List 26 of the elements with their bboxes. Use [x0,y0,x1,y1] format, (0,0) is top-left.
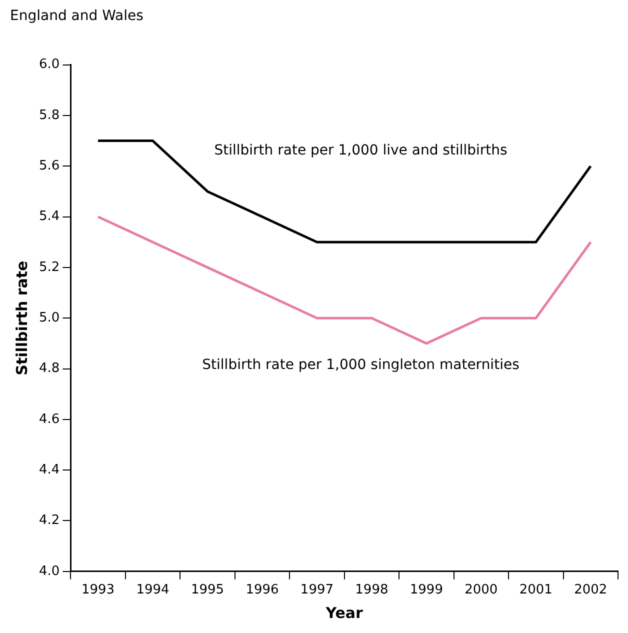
y-tick-label: 4.4 [38,462,60,478]
y-tick-label: 4.6 [38,412,60,427]
y-tick-label: 4.8 [38,361,60,376]
y-tick-label: 5.2 [38,260,60,275]
y-tick-label: 5.4 [38,209,60,224]
x-tick-label: 1994 [136,582,170,598]
x-tick-label: 1997 [300,582,334,598]
text: Stillbirth rate per 1,000 singleton maternities [202,357,520,374]
x-tick-label: 1995 [190,582,224,598]
x-tick-label: 2000 [464,582,498,598]
x-axis-title: Year [324,604,364,622]
x-tick-label: 1996 [246,582,279,598]
y-tick-label: 4.0 [38,564,60,579]
y-axis-title: Stillbirth rate [12,260,31,376]
y-tick-label: 5.6 [38,158,60,174]
x-tick-label: 2001 [519,582,552,598]
x-tick-label: 1998 [355,582,388,598]
chart-title: England and Wales [10,8,144,24]
y-tick-label: 4.2 [38,513,60,528]
x-tick-label: 1999 [410,582,443,598]
y-tick-label: 5.0 [38,310,60,326]
x-tick-label: 2002 [574,582,608,598]
x-tick-label: 1993 [81,582,115,598]
y-tick-label: 6.0 [38,57,60,72]
text: Stillbirth rate per 1,000 live and stillbirths [214,142,508,159]
y-tick-label: 5.8 [38,108,60,123]
